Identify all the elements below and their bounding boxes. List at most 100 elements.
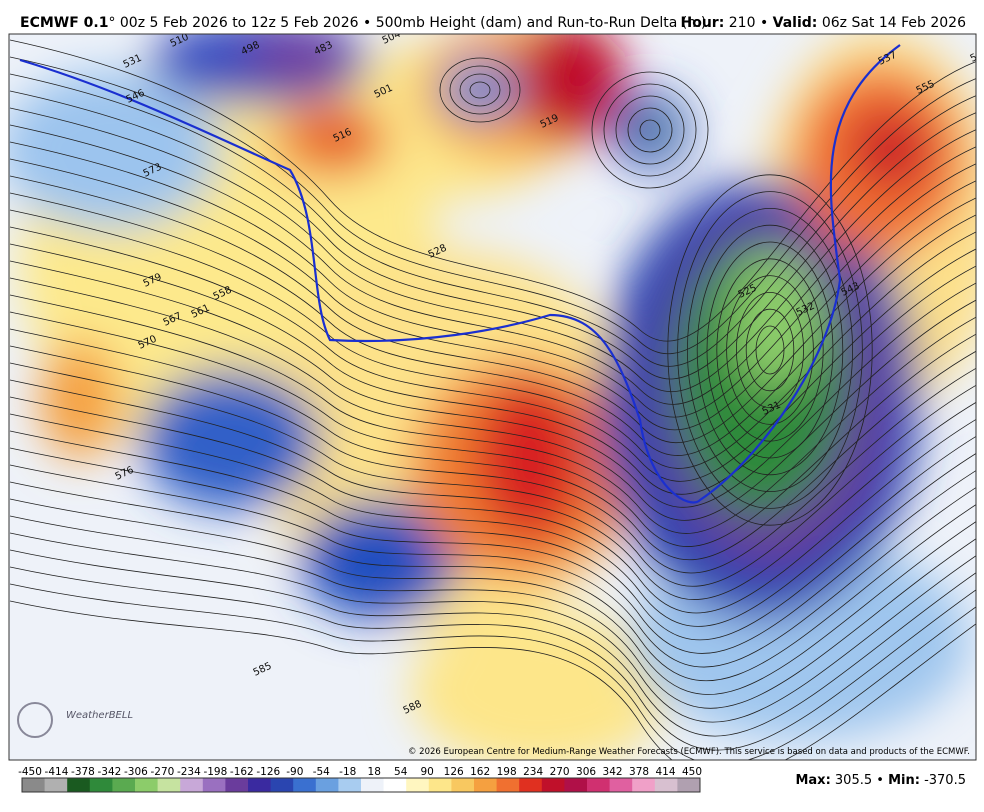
contour-ring [667, 174, 873, 526]
colorbar-swatch [474, 778, 498, 792]
contour-line [9, 549, 976, 737]
contour-line [9, 209, 976, 469]
contour-ring [603, 83, 697, 177]
contour-line [9, 532, 976, 723]
colorbar-swatch [361, 778, 385, 792]
contour-line [9, 158, 976, 431]
colorbar-swatch [270, 778, 294, 792]
copyright: © 2026 European Centre for Medium-Range … [408, 747, 970, 757]
contour-line [9, 413, 976, 627]
contour-line [9, 141, 976, 418]
colorbar-label: 162 [470, 766, 490, 778]
colorbar-label: -342 [98, 766, 122, 778]
contour-line [9, 362, 976, 587]
contour-line [9, 464, 976, 668]
shade-area [245, 34, 355, 90]
shade-area [312, 117, 368, 153]
colorbar-label: 270 [550, 766, 570, 778]
colorbar-swatch [22, 778, 46, 792]
colorbar-swatch [180, 778, 204, 792]
contour-ring [687, 207, 854, 493]
colorbar-swatch [67, 778, 91, 792]
colorbar-label: 342 [603, 766, 623, 778]
shade-area [9, 70, 220, 230]
colorbar-swatch [135, 778, 159, 792]
contour-ring [677, 191, 863, 509]
contour-line [9, 583, 976, 760]
colorbar-label: 378 [629, 766, 649, 778]
colorbar-swatch [564, 778, 588, 792]
colorbar-swatch [112, 778, 136, 792]
colorbar-label: -306 [124, 766, 148, 778]
colorbar-swatch [248, 778, 272, 792]
header-right: Hour: 210 • Valid: 06z Sat 14 Feb 2026 [680, 15, 966, 31]
contour-line [9, 345, 976, 574]
height-contours [9, 39, 976, 760]
colorbar-label: 54 [394, 766, 408, 778]
contour-ring [627, 107, 673, 153]
contour-ring [615, 95, 685, 165]
contour-ring [736, 291, 805, 408]
header-left: ECMWF 0.1° 00z 5 Feb 2026 to 12z 5 Feb 2… [20, 15, 706, 31]
contour-line [9, 294, 976, 534]
contour-ring [439, 57, 521, 123]
colorbar-swatch [496, 778, 520, 792]
contour-line [9, 192, 976, 456]
shade-area [40, 340, 120, 460]
colorbar-label: -378 [71, 766, 95, 778]
contour-line [9, 481, 976, 682]
delta-shading [9, 34, 976, 760]
colorbar-swatch [202, 778, 226, 792]
colorbar-label: -18 [339, 766, 356, 778]
contour-label: 564 [969, 47, 984, 65]
contour-line [9, 175, 976, 443]
colorbar-label: 414 [655, 766, 675, 778]
colorbar-swatch [315, 778, 339, 792]
contour-line [9, 328, 976, 560]
shade-area [850, 110, 930, 190]
colorbar-swatch [519, 778, 543, 792]
contour-ring [696, 224, 844, 476]
colorbar-label: -90 [286, 766, 303, 778]
contour-line [9, 56, 976, 355]
colorbar-swatch [632, 778, 656, 792]
colorbar-label: -450 [18, 766, 42, 778]
contour-line [9, 396, 976, 614]
colorbar-label: 306 [576, 766, 596, 778]
contour-line [9, 430, 976, 641]
colorbar-swatch [44, 778, 68, 792]
contour-ring [449, 65, 511, 115]
colorbar-label: -198 [203, 766, 227, 778]
contour-line [9, 243, 976, 495]
contour-line [9, 73, 976, 367]
shade-area [515, 34, 625, 140]
colorbar-label: -54 [313, 766, 330, 778]
contour-ring [469, 81, 491, 99]
colorbar-label: -234 [177, 766, 201, 778]
contour-line [9, 498, 976, 695]
colorbar-swatch [587, 778, 611, 792]
map-frame [8, 33, 977, 761]
logo: WeatherBELL [66, 710, 133, 721]
shade-area [440, 60, 520, 120]
colorbar-swatch [654, 778, 678, 792]
shade-area [140, 370, 320, 510]
contour-ring [459, 73, 501, 107]
contour-line [9, 260, 976, 508]
colorbar-swatch [677, 778, 701, 792]
contour-line [9, 226, 976, 482]
contour-line [9, 90, 976, 380]
colorbar-swatch [293, 778, 317, 792]
shade-area [641, 116, 669, 144]
colorbar-swatch [225, 778, 249, 792]
colorbar-swatch [157, 778, 181, 792]
highlight-contour [19, 44, 901, 504]
contour-line [9, 447, 976, 654]
colorbar-label: 18 [368, 766, 381, 778]
contour-ring [706, 241, 834, 459]
colorbar-label: 450 [682, 766, 702, 778]
contour-ring [591, 71, 709, 189]
colorbar-swatch [609, 778, 633, 792]
